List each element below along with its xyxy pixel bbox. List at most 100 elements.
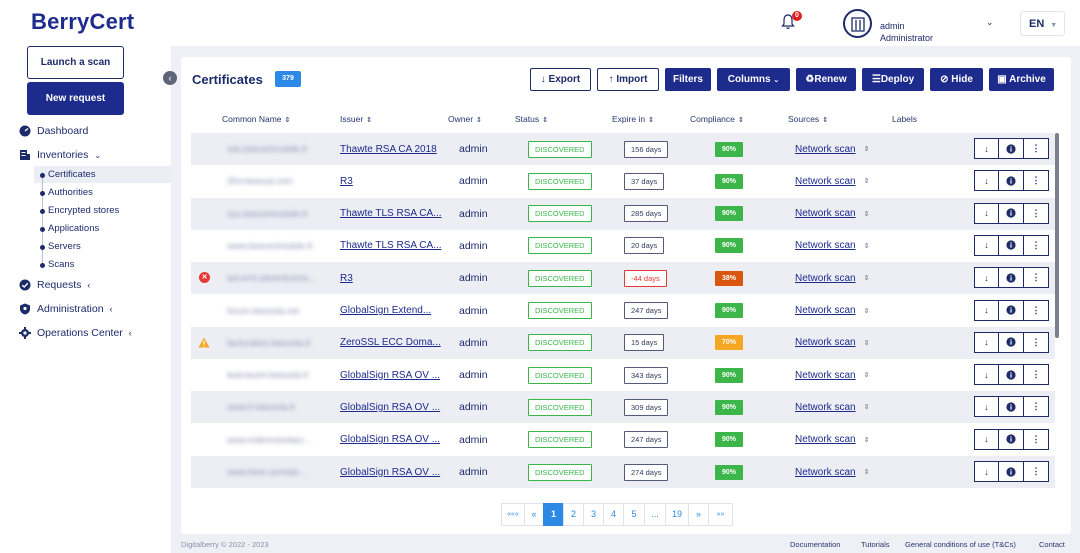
page-button[interactable]: 1: [543, 503, 564, 526]
footer-contact-link[interactable]: Contact: [1039, 540, 1065, 549]
page-button[interactable]: «: [524, 503, 544, 526]
info-icon[interactable]: [999, 138, 1024, 159]
page-button[interactable]: 3: [583, 503, 604, 526]
issuer-cell[interactable]: GlobalSign RSA OV ...: [340, 391, 440, 423]
issuer-link[interactable]: GlobalSign RSA OV ...: [340, 466, 441, 478]
page-button[interactable]: 2: [563, 503, 584, 526]
more-options-icon[interactable]: ⋮: [1024, 428, 1049, 450]
table-row[interactable]: www.fr.beesola.fr GlobalSign RSA OV ... ad…: [191, 391, 1055, 424]
column-header-common-name[interactable]: Common Name ⇕: [222, 114, 290, 124]
common-name-cell[interactable]: 2fornewsua.com: [227, 176, 294, 187]
issuer-cell[interactable]: Thawte RSA CA 2018: [340, 133, 437, 165]
common-name-cell[interactable]: www.beecertmobile.fr: [227, 240, 314, 251]
table-row[interactable]: forum.beesola.net GlobalSign Extend... adm…: [191, 295, 1055, 327]
info-icon[interactable]: [999, 364, 1024, 386]
language-select[interactable]: EN ▼: [1020, 11, 1065, 36]
user-menu-chevron-icon[interactable]: ⌄: [986, 17, 994, 27]
download-icon[interactable]: ↓: [974, 364, 999, 386]
download-icon[interactable]: ↓: [974, 396, 999, 418]
column-header-owner[interactable]: Owner ⇕: [448, 114, 482, 124]
more-options-icon[interactable]: ⋮: [1024, 138, 1049, 159]
source-link[interactable]: Network scan: [795, 434, 856, 446]
expand-sources-icon[interactable]: ⇕: [863, 339, 870, 347]
collapse-sidebar-icon[interactable]: ‹: [163, 71, 177, 85]
column-header-issuer[interactable]: Issuer ⇕: [340, 114, 372, 124]
issuer-cell[interactable]: Thawte TLS RSA CA...: [340, 230, 442, 262]
issuer-cell[interactable]: GlobalSign RSA OV ...: [340, 456, 440, 488]
expand-sources-icon[interactable]: ⇕: [863, 307, 870, 315]
columns-button[interactable]: Columns ⌄: [717, 68, 790, 91]
archive-button[interactable]: ▣ Archive: [989, 68, 1054, 91]
source-link[interactable]: Network scan: [795, 208, 856, 220]
page-button[interactable]: 19: [665, 503, 689, 526]
issuer-link[interactable]: Thawte TLS RSA CA...: [340, 240, 442, 252]
info-icon[interactable]: [999, 202, 1024, 224]
issuer-cell[interactable]: GlobalSign RSA OV ...: [340, 424, 440, 456]
sidebar-item-inventories[interactable]: Inventories ⌄: [19, 149, 101, 161]
issuer-link[interactable]: Thawte TLS RSA CA...: [340, 208, 442, 220]
source-link[interactable]: Network scan: [795, 401, 856, 413]
source-link[interactable]: Network scan: [795, 369, 856, 381]
app-logo[interactable]: BerryCert: [31, 9, 135, 34]
download-icon[interactable]: ↓: [974, 428, 999, 450]
more-options-icon[interactable]: ⋮: [1024, 396, 1049, 418]
more-options-icon[interactable]: ⋮: [1024, 364, 1049, 386]
page-button[interactable]: ...: [644, 503, 666, 526]
download-icon[interactable]: ↓: [974, 299, 999, 321]
page-button[interactable]: 5: [623, 503, 645, 526]
new-request-button[interactable]: New request: [27, 82, 124, 115]
issuer-cell[interactable]: R3: [340, 165, 353, 197]
download-icon[interactable]: ↓: [974, 202, 999, 224]
table-row[interactable]: learnexert.beesola.fr GlobalSign RSA OV .…: [191, 359, 1055, 391]
info-icon[interactable]: [999, 428, 1024, 450]
sidebar-subitem-encrypted-stores[interactable]: Encrypted stores: [48, 205, 120, 216]
table-row[interactable]: www.beer.cerrelar... GlobalSign RSA OV ..…: [191, 456, 1055, 488]
sidebar-item-administration[interactable]: Administration ‹: [19, 303, 113, 315]
common-name-cell[interactable]: www.beer.cerrelar...: [227, 467, 307, 477]
sidebar-subitem-applications[interactable]: Applications: [48, 223, 100, 234]
more-options-icon[interactable]: ⋮: [1024, 299, 1049, 321]
common-name-cell[interactable]: www.indemniselarc...: [227, 434, 312, 445]
more-options-icon[interactable]: ⋮: [1024, 234, 1049, 256]
common-name-cell[interactable]: www.fr.beesola.fr: [227, 402, 296, 413]
table-row[interactable]: www.indemniselarc... GlobalSign RSA OV ..…: [191, 424, 1055, 456]
expand-sources-icon[interactable]: ⇕: [863, 210, 870, 218]
issuer-link[interactable]: GlobalSign RSA OV ...: [340, 401, 441, 413]
issuer-link[interactable]: R3: [340, 175, 353, 187]
info-icon[interactable]: [999, 299, 1024, 321]
download-icon[interactable]: ↓: [974, 170, 999, 192]
renew-button[interactable]: ♻Renew: [796, 68, 856, 91]
deploy-button[interactable]: ☰Deploy: [862, 68, 924, 91]
common-name-cell[interactable]: forum.beesola.net: [227, 305, 300, 316]
table-row[interactable]: facturation.beesola.fr ZeroSSL ECC Doma..…: [191, 326, 1055, 359]
issuer-link[interactable]: GlobalSign Extend...: [340, 305, 432, 316]
source-link[interactable]: Network scan: [795, 143, 856, 155]
launch-scan-button[interactable]: Launch a scan: [27, 46, 124, 79]
issuer-cell[interactable]: R3: [340, 262, 353, 294]
sidebar-item-dashboard[interactable]: Dashboard: [19, 125, 88, 137]
column-header-expire[interactable]: Expire in ⇕: [612, 114, 654, 124]
more-options-icon[interactable]: ⋮: [1024, 202, 1049, 224]
download-icon[interactable]: ↓: [974, 267, 999, 289]
info-icon[interactable]: [999, 331, 1024, 353]
common-name-cell[interactable]: ssk.beecertmobile.fr: [227, 144, 308, 154]
issuer-cell[interactable]: ZeroSSL ECC Doma...: [340, 327, 441, 359]
avatar[interactable]: [843, 9, 872, 38]
common-name-cell[interactable]: aol.ernt.adventuress...: [227, 273, 317, 284]
expand-sources-icon[interactable]: ⇕: [863, 469, 870, 476]
source-link[interactable]: Network scan: [795, 305, 856, 316]
expand-sources-icon[interactable]: ⇕: [863, 242, 870, 250]
issuer-cell[interactable]: GlobalSign Extend...: [340, 295, 431, 327]
info-icon[interactable]: [999, 170, 1024, 192]
common-name-cell[interactable]: sso.beecertmobile.fr: [227, 208, 309, 219]
info-icon[interactable]: [999, 396, 1024, 418]
column-header-compliance[interactable]: Compliance ⇕: [690, 114, 744, 124]
page-button[interactable]: »: [688, 503, 709, 526]
common-name-cell[interactable]: facturation.beesola.fr: [227, 337, 312, 348]
sidebar-subitem-certificates[interactable]: Certificates: [48, 169, 96, 180]
more-options-icon[interactable]: ⋮: [1024, 331, 1049, 353]
table-row[interactable]: 2fornewsua.com R3 admin DISCOVERED 37 days 90…: [191, 165, 1055, 197]
more-options-icon[interactable]: ⋮: [1024, 267, 1049, 289]
source-link[interactable]: Network scan: [795, 175, 856, 187]
info-icon[interactable]: [999, 461, 1024, 482]
